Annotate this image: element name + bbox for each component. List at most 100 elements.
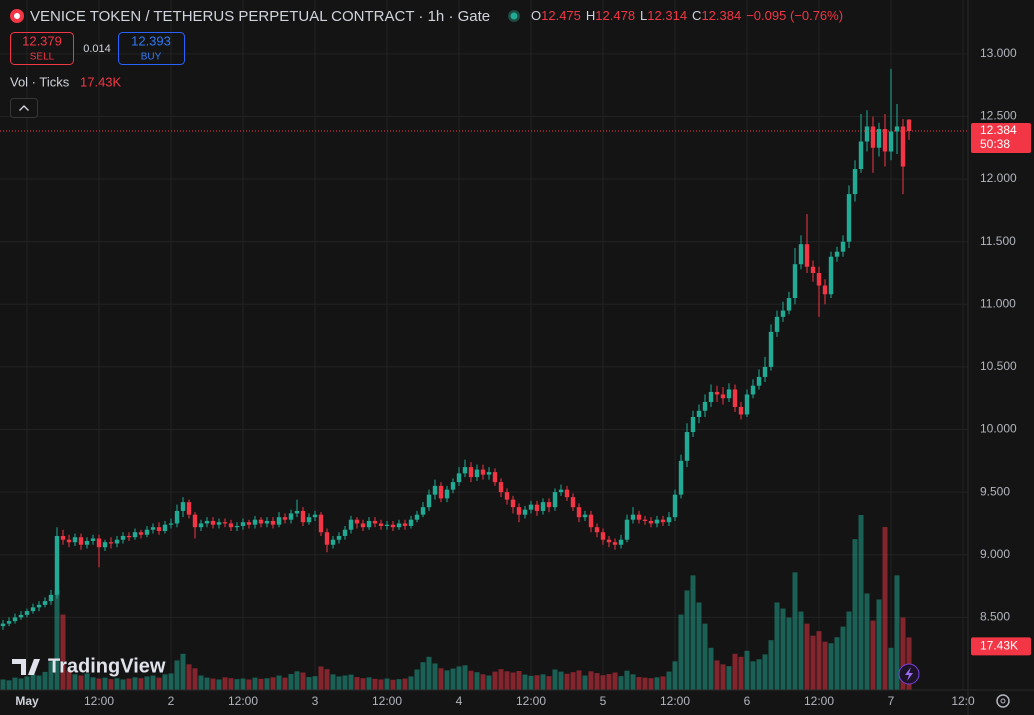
candles [0, 68, 968, 630]
ohlc-letter: C [692, 8, 701, 23]
volume-bar [456, 666, 462, 690]
candle-body [732, 389, 738, 407]
interval: 1h [428, 8, 445, 25]
volume-bar [282, 677, 288, 690]
volume-bar [600, 675, 606, 690]
volume-bar [12, 677, 18, 690]
volume-bar [534, 675, 540, 690]
x-tick-label: 7 [888, 694, 895, 708]
candle-body [552, 492, 558, 508]
volume-bar [36, 675, 42, 690]
ohlc-letter: O [531, 8, 541, 23]
volume-bar [144, 676, 150, 690]
candle-body [120, 535, 126, 540]
volume-bar [570, 672, 576, 690]
volume-bar [468, 670, 474, 690]
volume-bar [552, 669, 558, 690]
volume-bar [522, 674, 528, 690]
candle-body [132, 532, 138, 538]
candle-body [144, 529, 150, 535]
candle-body [738, 406, 744, 415]
candle-body [708, 391, 714, 402]
volume-bar [156, 677, 162, 690]
candle-body [594, 527, 600, 533]
candle-body [834, 251, 840, 257]
volume-bar [6, 680, 12, 690]
candle-body [324, 532, 330, 545]
candle-body [804, 244, 810, 267]
volume-bar [828, 643, 834, 690]
candle-body [390, 524, 396, 528]
volume-bar [846, 611, 852, 690]
volume-bar [258, 678, 264, 690]
sell-button[interactable] [10, 32, 74, 65]
volume-bar [612, 672, 618, 690]
candle-body [540, 502, 546, 511]
volume-bar [96, 678, 102, 690]
volume-bar [150, 675, 156, 690]
candle-body [72, 537, 78, 543]
volume-bar [564, 673, 570, 690]
candle-body [138, 532, 144, 535]
volume-bar [84, 673, 90, 690]
volume-bar [378, 679, 384, 690]
volume-bar [372, 678, 378, 690]
candle-body [156, 527, 162, 531]
last-price-tag [971, 122, 1031, 153]
volume-bar [510, 672, 516, 690]
candle-body [726, 389, 732, 399]
change: −0.095 (−0.76%) [746, 8, 843, 23]
candle-body [246, 522, 252, 525]
volume-bar [288, 674, 294, 690]
candle-body [588, 514, 594, 528]
volume-bar [576, 670, 582, 690]
volume-bar [786, 617, 792, 690]
candle-body [786, 298, 792, 311]
settings-button[interactable] [996, 694, 1010, 708]
candle-body [522, 509, 528, 515]
volume-bar [726, 666, 732, 690]
volume-bar [438, 668, 444, 690]
candle-body [348, 519, 354, 530]
status-dot [510, 12, 518, 20]
volume-bar [120, 679, 126, 690]
candle-body [24, 611, 30, 615]
volume-bar [366, 677, 372, 690]
volume-bar [342, 675, 348, 690]
volume-bar [540, 674, 546, 690]
candle-body [528, 504, 534, 510]
x-tick-label: 12:00 [84, 694, 114, 708]
candle-body [258, 519, 264, 524]
ohlc-value: 12.478 [595, 8, 635, 23]
volume-bar [900, 617, 906, 690]
volume-bar [606, 674, 612, 690]
candle-body [354, 519, 360, 524]
candle-body [636, 514, 642, 520]
volume-bar [480, 674, 486, 690]
candle-body [186, 502, 192, 515]
buy-button[interactable] [118, 32, 185, 65]
volume-bar [486, 675, 492, 690]
volume-bar [30, 674, 36, 690]
volume-bar [768, 640, 774, 690]
candle-body [792, 264, 798, 299]
volume-bar [732, 653, 738, 690]
candle-body [768, 331, 774, 367]
volume-bar [702, 623, 708, 690]
candle-body [534, 504, 540, 511]
candle-body [504, 492, 510, 500]
x-tick-label: 3 [312, 694, 319, 708]
settings-icon [996, 694, 1010, 708]
candle-body [66, 539, 72, 543]
collapse-button[interactable] [10, 98, 38, 118]
volume-bar [582, 675, 588, 690]
volume-bar [444, 670, 450, 690]
header[interactable]: VENICE TOKEN / TETHERUS PERPETUAL CONTRA… [30, 8, 490, 25]
candle-body [684, 432, 690, 461]
volume-bar [492, 671, 498, 690]
volume-bar [318, 666, 324, 690]
y-tick-label: 12.500 [980, 109, 1017, 123]
candle-body [486, 472, 492, 475]
candle-body [360, 523, 366, 528]
separator: · [414, 8, 427, 25]
